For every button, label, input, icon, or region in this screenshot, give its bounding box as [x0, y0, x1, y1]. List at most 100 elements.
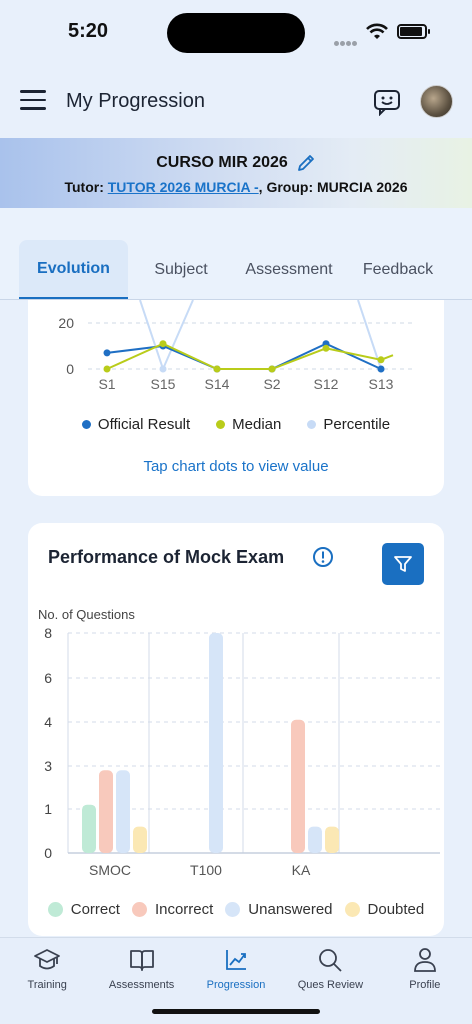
tab-evolution[interactable]: Evolution [19, 240, 128, 300]
data-point-median [268, 365, 276, 373]
correct-dot-icon [47, 902, 63, 917]
search-icon [319, 949, 343, 972]
series-line-official [106, 342, 382, 370]
legend-label: Doubted [367, 901, 425, 918]
tutor-link[interactable]: TUTOR 2026 MURCIA - [107, 179, 259, 195]
tutor-prefix: Tutor: [64, 179, 108, 195]
y-tick-label: 20 [58, 315, 74, 331]
tap-hint[interactable]: Tap chart dots to view value [143, 458, 329, 475]
legend-label: Incorrect [154, 901, 214, 918]
performance-card: Performance of Mock Exam No. of Question… [28, 523, 444, 936]
avatar[interactable] [420, 85, 453, 118]
status-bar: 5:20 [0, 0, 472, 66]
tabs-divider [0, 299, 472, 300]
app-header: My Progression [0, 66, 472, 138]
course-subtitle: Tutor: TUTOR 2026 MURCIA -, Group: MURCI… [0, 179, 472, 195]
bar-correct [82, 804, 96, 853]
nav-label: Profile [409, 979, 441, 991]
legend-item-incorrect: Incorrect [131, 901, 214, 918]
y-tick-label: 3 [44, 758, 52, 774]
percentile-dot-icon [307, 420, 317, 429]
tabs-area: Evolution Subject Assessment Feedback [0, 208, 472, 300]
x-tick-label: S13 [369, 376, 394, 392]
bar-doubted [133, 826, 147, 853]
course-banner: CURSO MIR 2026 Tutor: TUTOR 2026 MURCIA … [0, 138, 472, 208]
nav-profile[interactable]: Profile [378, 938, 472, 1024]
unanswered-dot-icon [225, 902, 241, 917]
tab-assessment[interactable]: Assessment [245, 261, 333, 278]
filter-icon [394, 556, 412, 572]
data-point-median [159, 340, 167, 348]
official-dot-icon [81, 420, 91, 429]
wifi-icon [366, 23, 388, 39]
y-axis-label: No. of Questions [38, 607, 135, 622]
x-tick-label: S14 [205, 376, 230, 392]
x-tick-label: S12 [314, 376, 339, 392]
nav-ques-review[interactable]: Ques Review [283, 938, 377, 1024]
person-icon [413, 948, 436, 972]
legend-item-median: Median [216, 416, 281, 433]
performance-title: Performance of Mock Exam [48, 547, 285, 567]
series-line-percentile [139, 299, 382, 372]
legend-label: Median [232, 416, 282, 433]
page-title: My Progression [66, 90, 205, 112]
y-tick-label: 0 [44, 845, 52, 861]
edit-icon[interactable] [296, 153, 316, 173]
data-point-median [103, 365, 111, 373]
data-point-median [377, 356, 385, 364]
graduation-cap-icon [34, 949, 61, 970]
legend-label: Correct [70, 901, 120, 918]
evolution-chart: 0 20 S1 S15 S14 S2 S12 S13 [58, 299, 413, 392]
y-tick-label: 0 [66, 361, 74, 377]
data-point-official [103, 349, 111, 357]
legend-label: Percentile [323, 416, 391, 433]
bar-unanswered [308, 826, 322, 853]
x-tick-label: S2 [263, 376, 280, 392]
info-icon[interactable] [312, 546, 334, 568]
book-icon [129, 950, 154, 971]
filter-button[interactable] [382, 543, 424, 585]
chart-icon [226, 950, 247, 970]
evolution-legend: Official Result Median Percentile [28, 416, 444, 433]
bar-doubted [325, 826, 339, 853]
nav-assessments[interactable]: Assessments [94, 938, 188, 1024]
data-point-official [377, 365, 385, 373]
bar-unanswered [116, 770, 130, 853]
legend-item-correct: Correct [47, 901, 120, 918]
bar-incorrect [291, 719, 305, 853]
group-text: , Group: MURCIA 2026 [258, 179, 408, 195]
x-tick-label: KA [292, 862, 311, 878]
y-tick-label: 8 [44, 625, 52, 641]
bar-incorrect [99, 770, 113, 853]
legend-item-unanswered: Unanswered [225, 901, 333, 918]
nav-label: Progression [206, 979, 266, 991]
legend-item-doubted: Doubted [344, 901, 425, 918]
nav-training[interactable]: Training [0, 938, 94, 1024]
dynamic-island [167, 13, 305, 53]
bar-unanswered [209, 633, 223, 853]
chat-icon[interactable] [373, 88, 401, 116]
course-title: CURSO MIR 2026 [156, 153, 316, 173]
nav-label: Ques Review [297, 979, 364, 991]
menu-icon[interactable] [20, 90, 46, 110]
median-dot-icon [216, 420, 226, 429]
status-time: 5:20 [68, 20, 109, 42]
y-tick-label: 1 [44, 801, 52, 817]
battery-icon [397, 24, 430, 39]
doubted-dot-icon [344, 902, 360, 917]
signal-icon [334, 33, 358, 51]
performance-chart: 0 1 3 4 6 8 SMOC T100 KA [44, 625, 440, 878]
data-point-percentile [159, 365, 167, 373]
course-title-text: CURSO MIR 2026 [156, 154, 288, 171]
x-tick-label: S1 [98, 376, 115, 392]
data-point-median [322, 344, 330, 352]
x-tick-label: S15 [151, 376, 176, 392]
x-tick-label: T100 [190, 862, 222, 878]
legend-label: Unanswered [248, 901, 333, 918]
evolution-card: 0 20 S1 S15 S14 S2 S12 S13 Official Result Medi… [28, 299, 444, 496]
tab-subject[interactable]: Subject [154, 261, 208, 278]
performance-legend: Correct Incorrect Unanswered Doubted [28, 901, 444, 918]
y-tick-label: 6 [44, 670, 52, 686]
nav-progression[interactable]: Progression [189, 938, 283, 1024]
tab-feedback[interactable]: Feedback [362, 261, 434, 278]
